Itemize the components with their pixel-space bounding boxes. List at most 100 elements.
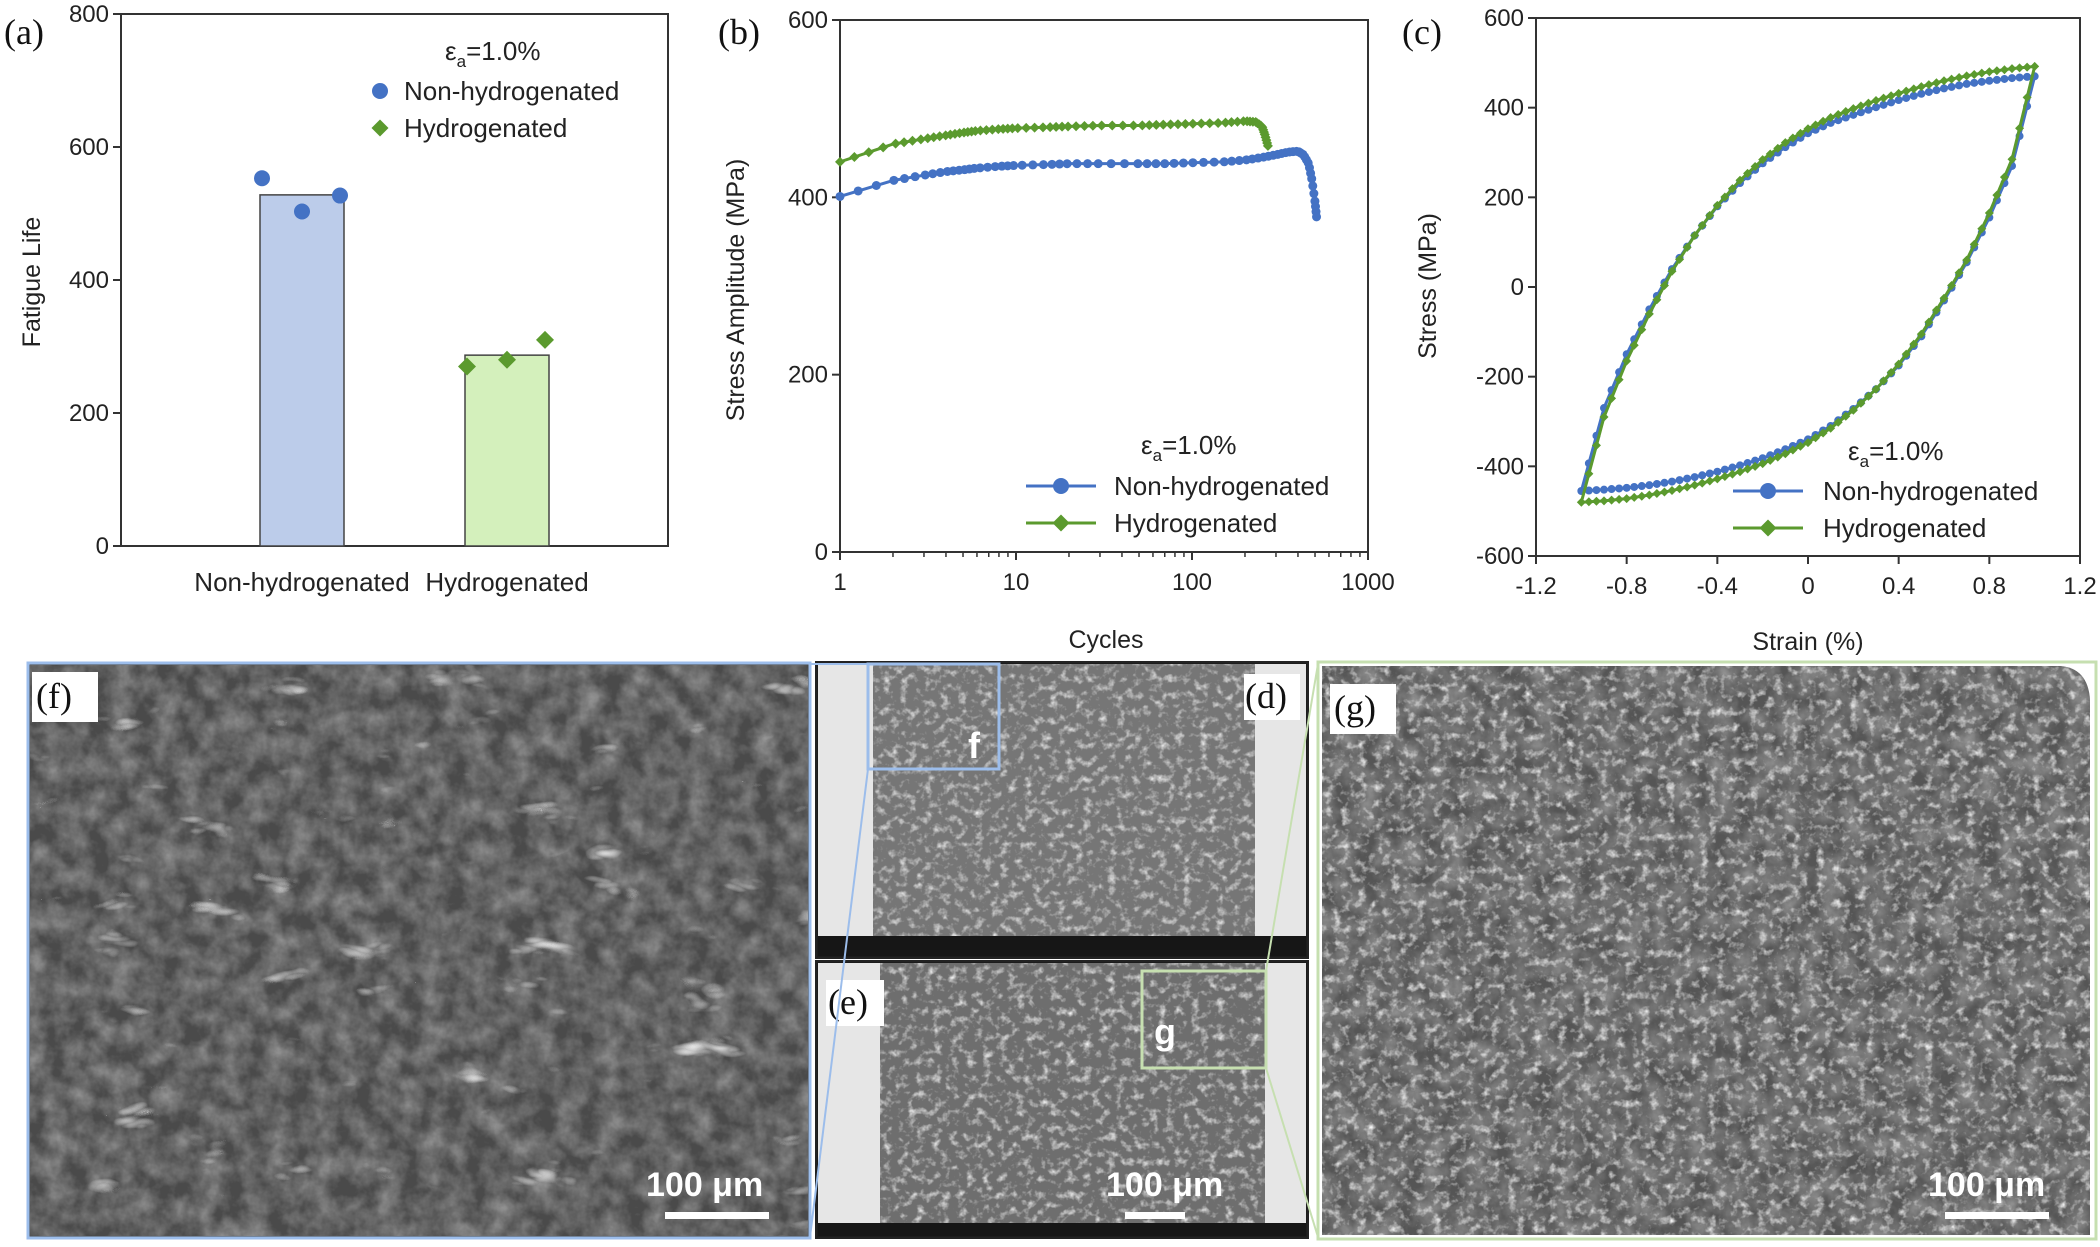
point-hydrogenated [1712, 474, 1722, 484]
point-non-hydrogenated [1234, 156, 1244, 166]
micrograph-g-scale-label: 100 μm [1928, 1166, 2045, 1204]
panel-c-xtick-label: 0 [1801, 573, 1814, 600]
point-non-hydrogenated [1932, 86, 1941, 95]
point-hydrogenated [2022, 62, 2032, 72]
micrograph-e-label: (e) [828, 982, 868, 1022]
panel-b-xtick-label: 10 [1003, 569, 1030, 596]
point-hydrogenated [1576, 497, 1586, 507]
point-hydrogenated [1697, 220, 1707, 230]
point-hydrogenated [1811, 120, 1821, 130]
point-non-hydrogenated [1309, 189, 1319, 199]
panel-c-annotation: εa=1.0% [1848, 436, 1944, 471]
point-hydrogenated [1712, 200, 1722, 210]
point-hydrogenated [1007, 123, 1018, 134]
point-non-hydrogenated [254, 170, 270, 187]
point-non-hydrogenated [1160, 159, 1170, 169]
point-non-hydrogenated [1819, 122, 1828, 131]
panel-c-xtick-label: -0.4 [1697, 573, 1738, 600]
connector-f-bottom [809, 768, 869, 1238]
point-hydrogenated [1954, 72, 1964, 82]
point-hydrogenated [1909, 339, 1919, 349]
point-non-hydrogenated [1062, 159, 1072, 169]
point-non-hydrogenated [835, 191, 845, 201]
point-hydrogenated [981, 125, 992, 136]
point-hydrogenated [1879, 93, 1889, 103]
panel-c-ytick-label: 400 [1484, 95, 1524, 122]
point-hydrogenated [1697, 478, 1707, 488]
panel-b-axes: 0 200 400 600 1 10 100 1000 [788, 7, 1395, 596]
point-hydrogenated [1144, 120, 1155, 131]
micrograph-d-label-box [1244, 674, 1300, 720]
point-hydrogenated [1675, 484, 1685, 494]
panel-c-ytick-label: -400 [1476, 453, 1524, 480]
point-hydrogenated [1158, 119, 1169, 130]
panel-b-xtick-label: 1 [833, 569, 846, 596]
point-hydrogenated [1992, 190, 2002, 200]
panel-c-xtick-label: 0.4 [1882, 573, 1915, 600]
point-hydrogenated [1863, 391, 1873, 401]
panel-a-ytick-label: 200 [69, 400, 109, 427]
point-hydrogenated [1939, 76, 1949, 86]
point-hydrogenated [1614, 494, 1624, 504]
point-hydrogenated [2022, 92, 2032, 102]
point-non-hydrogenated [1169, 158, 1179, 168]
point-hydrogenated [863, 147, 874, 158]
point-hydrogenated [1659, 281, 1669, 291]
panel-c-ytick-label: 600 [1484, 5, 1524, 32]
legend-marker-non-hydrogenated [372, 83, 388, 99]
point-hydrogenated [1735, 175, 1745, 185]
point-hydrogenated [1780, 449, 1790, 459]
point-hydrogenated [1165, 119, 1176, 130]
panel-c-ytick-label: 0 [1511, 274, 1524, 301]
point-hydrogenated [1788, 445, 1798, 455]
point-non-hydrogenated [1902, 93, 1911, 102]
point-hydrogenated [2007, 154, 2017, 164]
micrograph-d-label: (d) [1245, 676, 1287, 716]
point-hydrogenated [1818, 428, 1828, 438]
point-hydrogenated [987, 124, 998, 135]
point-non-hydrogenated [1675, 476, 1684, 485]
category-label-non-hydrogenated: Non-hydrogenated [194, 567, 409, 597]
point-non-hydrogenated [1992, 75, 2001, 84]
point-hydrogenated [975, 125, 986, 136]
point-non-hydrogenated [1856, 108, 1865, 117]
micrograph-e: (e) g 100 μm [815, 960, 1309, 1239]
fractography-panels: (f) 100 μm (d) f (e) [26, 660, 2098, 1241]
point-non-hydrogenated [1652, 479, 1661, 488]
point-non-hydrogenated [1227, 156, 1237, 166]
point-non-hydrogenated [2015, 73, 2024, 82]
point-non-hydrogenated [1690, 473, 1699, 482]
inset-g-box [1140, 969, 1268, 1070]
point-hydrogenated [1901, 349, 1911, 359]
point-hydrogenated [1947, 281, 1957, 291]
point-hydrogenated [878, 142, 889, 153]
panel-c-ylabel: Stress (MPa) [1414, 213, 1442, 359]
point-hydrogenated [1652, 489, 1662, 499]
point-hydrogenated [970, 126, 981, 137]
point-hydrogenated [1894, 88, 1904, 98]
point-hydrogenated [536, 330, 554, 349]
point-hydrogenated [1637, 491, 1647, 501]
point-hydrogenated [1226, 117, 1237, 128]
micrograph-g: (g) 100 μm [1316, 660, 2098, 1241]
point-hydrogenated [1886, 91, 1896, 101]
panel-b-ytick-label: 0 [815, 539, 828, 566]
panel-b-xtick-label: 100 [1172, 569, 1212, 596]
point-non-hydrogenated [1924, 87, 1933, 96]
point-non-hydrogenated [1199, 157, 1209, 167]
point-hydrogenated [1743, 464, 1753, 474]
legend-marker-hydrogenated [1759, 519, 1777, 537]
point-hydrogenated [1856, 398, 1866, 408]
panel-c-xtick-label: -1.2 [1515, 573, 1556, 600]
point-hydrogenated [1262, 140, 1273, 151]
point-hydrogenated [1644, 490, 1654, 500]
micrograph-f-label-box [32, 672, 98, 722]
point-hydrogenated [1826, 113, 1836, 123]
point-non-hydrogenated [1584, 486, 1593, 495]
point-non-hydrogenated [1955, 81, 1964, 90]
point-non-hydrogenated [1209, 157, 1219, 167]
point-non-hydrogenated [1093, 159, 1103, 169]
point-hydrogenated [1690, 480, 1700, 490]
point-hydrogenated [1196, 118, 1207, 129]
panel-c-xlabel: Strain (%) [1752, 628, 1863, 656]
